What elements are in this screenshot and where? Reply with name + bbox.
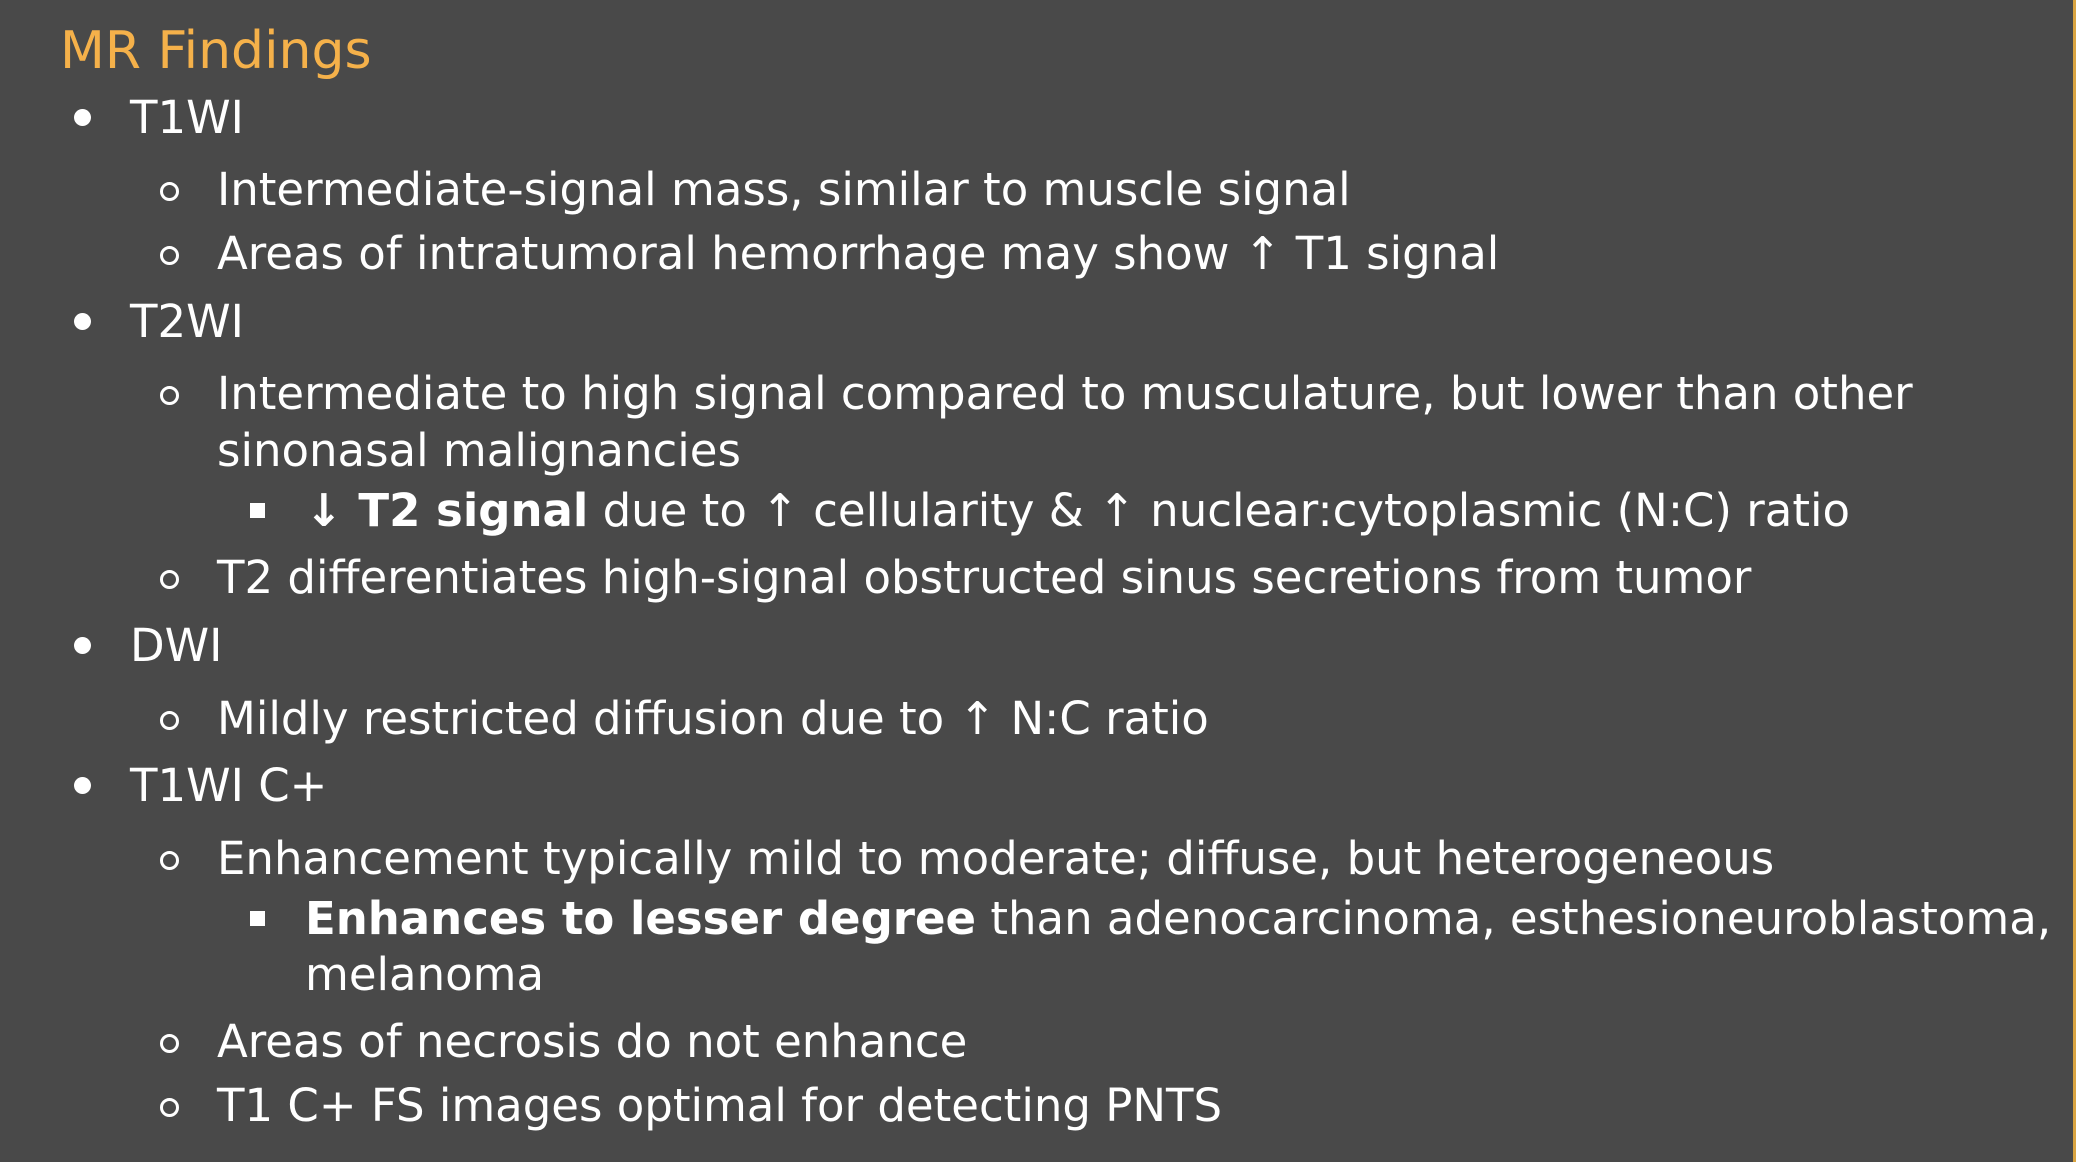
- emphasis-text: Enhances to lesser degree: [305, 892, 977, 945]
- bullet-t2wi-sub1-line1: Intermediate to high signal compared to …: [217, 367, 1913, 420]
- bullet-t2wi: T2WI: [130, 295, 244, 348]
- bullet-t1wi: T1WI: [130, 91, 244, 144]
- bullet-circle-icon: [160, 182, 179, 201]
- bullet-t1wi-sub1: Intermediate-signal mass, similar to mus…: [217, 163, 1351, 216]
- detail-text: due to ↑ cellularity & ↑ nuclear:cytopla…: [588, 484, 1851, 537]
- bullet-circle-icon: [160, 246, 179, 265]
- bullet-circle-icon: [160, 1034, 179, 1053]
- bullet-t2wi-sub1-detail: ↓ T2 signal due to ↑ cellularity & ↑ nuc…: [305, 483, 1850, 539]
- bullet-circle-icon: [160, 711, 179, 730]
- slide-title: MR Findings: [60, 21, 372, 81]
- bullet-t1wic-sub1: Enhancement typically mild to moderate; …: [217, 832, 1775, 885]
- bullet-dot-icon: [74, 313, 91, 330]
- slide-edge-accent: [2073, 0, 2076, 1162]
- bullet-dwi-sub1: Mildly restricted diffusion due to ↑ N:C…: [217, 692, 1209, 745]
- bullet-t1wic-sub2: Areas of necrosis do not enhance: [217, 1015, 968, 1068]
- bullet-dot-icon: [74, 637, 91, 654]
- bullet-dot-icon: [74, 777, 91, 794]
- bullet-t1wic-sub1-detail: Enhances to lesser degree than adenocarc…: [305, 891, 2051, 947]
- bullet-t2wi-sub1-line2: sinonasal malignancies: [217, 424, 741, 477]
- bullet-circle-icon: [160, 1098, 179, 1117]
- bullet-t1wi-sub2: Areas of intratumoral hemorrhage may sho…: [217, 227, 1500, 280]
- bullet-t1wic-sub1-detail-line2: melanoma: [305, 948, 545, 1001]
- emphasis-text: ↓ T2 signal: [305, 484, 589, 537]
- bullet-dot-icon: [74, 109, 91, 126]
- bullet-dwi: DWI: [130, 619, 223, 672]
- bullet-t1wic: T1WI C+: [130, 759, 328, 812]
- bullet-t2wi-sub2: T2 differentiates high-signal obstructed…: [217, 551, 1752, 604]
- bullet-square-icon: [250, 503, 265, 518]
- bullet-square-icon: [250, 911, 265, 926]
- bullet-circle-icon: [160, 386, 179, 405]
- bullet-circle-icon: [160, 851, 179, 870]
- bullet-circle-icon: [160, 570, 179, 589]
- detail-text: than adenocarcinoma, esthesioneuroblasto…: [976, 892, 2052, 945]
- bullet-t1wic-sub3: T1 C+ FS images optimal for detecting PN…: [217, 1079, 1223, 1132]
